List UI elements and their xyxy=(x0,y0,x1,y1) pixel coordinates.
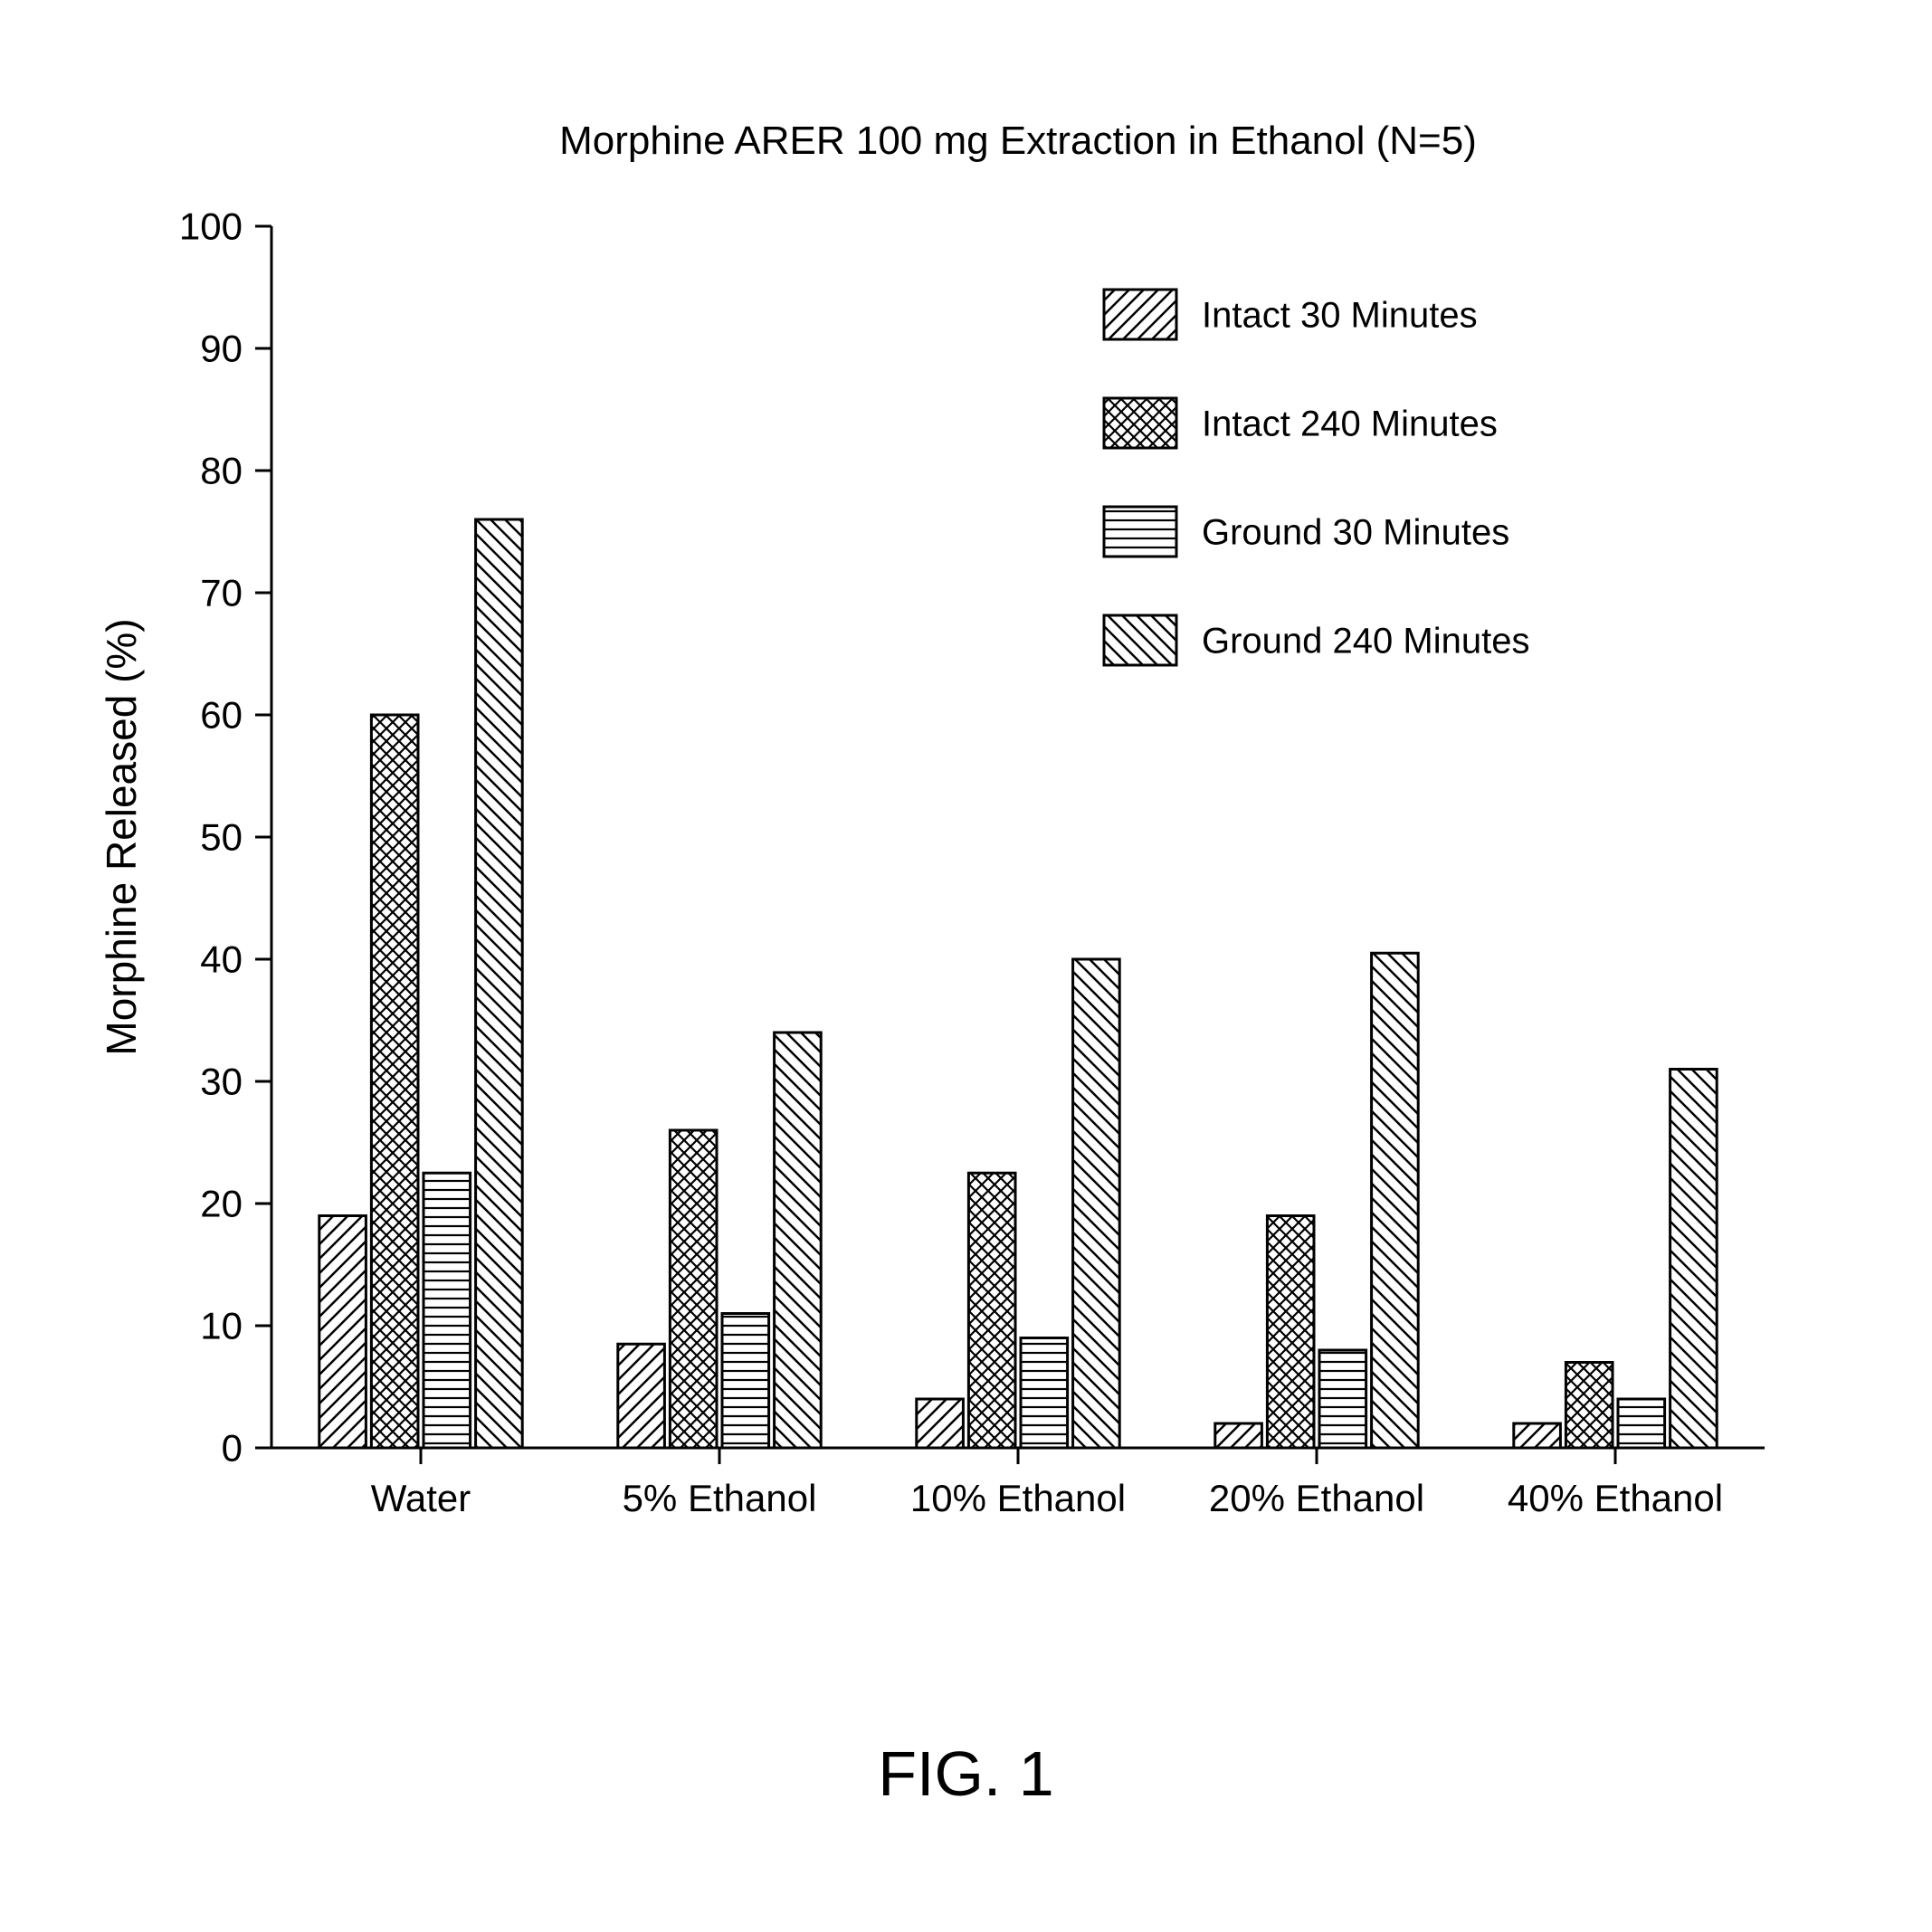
legend-swatch xyxy=(1104,507,1176,557)
legend-swatch xyxy=(1104,290,1176,339)
y-tick-label: 90 xyxy=(200,328,243,370)
bar xyxy=(371,715,418,1448)
legend-label: Intact 30 Minutes xyxy=(1202,295,1478,335)
bar xyxy=(1670,1070,1718,1449)
figure-caption: FIG. 1 xyxy=(0,1737,1932,1810)
legend-label: Intact 240 Minutes xyxy=(1202,404,1498,443)
bar xyxy=(1267,1216,1314,1449)
y-tick-label: 70 xyxy=(200,572,243,614)
y-axis-label: Morphine Released (%) xyxy=(98,618,145,1055)
bar xyxy=(775,1033,822,1448)
bar xyxy=(670,1130,717,1448)
chart-title: Morphine ARER 100 mg Extraction in Ethan… xyxy=(559,119,1477,163)
bar-chart: Morphine ARER 100 mg Extraction in Ethan… xyxy=(0,0,1932,1932)
bar xyxy=(1073,959,1120,1448)
y-tick-label: 10 xyxy=(200,1305,243,1347)
bar xyxy=(1215,1423,1262,1448)
legend-swatch xyxy=(1104,615,1176,665)
x-tick-label: 40% Ethanol xyxy=(1508,1477,1723,1519)
y-tick-label: 0 xyxy=(222,1427,243,1470)
y-tick-label: 60 xyxy=(200,694,243,737)
legend-swatch xyxy=(1104,398,1176,448)
bar xyxy=(1319,1350,1366,1448)
bar xyxy=(1021,1338,1068,1449)
x-tick-label: 5% Ethanol xyxy=(623,1477,817,1519)
bar xyxy=(1372,953,1419,1448)
bar xyxy=(1618,1399,1665,1448)
bar xyxy=(618,1344,665,1448)
bar xyxy=(1566,1363,1613,1449)
y-tick-label: 100 xyxy=(179,205,243,248)
bar xyxy=(1514,1423,1561,1448)
bar xyxy=(968,1173,1015,1448)
y-tick-label: 80 xyxy=(200,450,243,492)
x-tick-label: 10% Ethanol xyxy=(910,1477,1126,1519)
bar xyxy=(917,1399,964,1448)
bar xyxy=(424,1173,471,1448)
y-tick-label: 20 xyxy=(200,1183,243,1225)
legend-label: Ground 240 Minutes xyxy=(1202,621,1529,661)
bar xyxy=(476,519,523,1448)
legend-label: Ground 30 Minutes xyxy=(1202,512,1509,552)
bar xyxy=(722,1314,769,1449)
x-tick-label: Water xyxy=(371,1477,471,1519)
y-tick-label: 40 xyxy=(200,938,243,981)
chart-container: { "chart": { "type": "bar", "title": "Mo… xyxy=(0,0,1932,1932)
x-tick-label: 20% Ethanol xyxy=(1209,1477,1424,1519)
bar xyxy=(319,1216,366,1449)
y-tick-label: 30 xyxy=(200,1061,243,1103)
y-tick-label: 50 xyxy=(200,816,243,859)
